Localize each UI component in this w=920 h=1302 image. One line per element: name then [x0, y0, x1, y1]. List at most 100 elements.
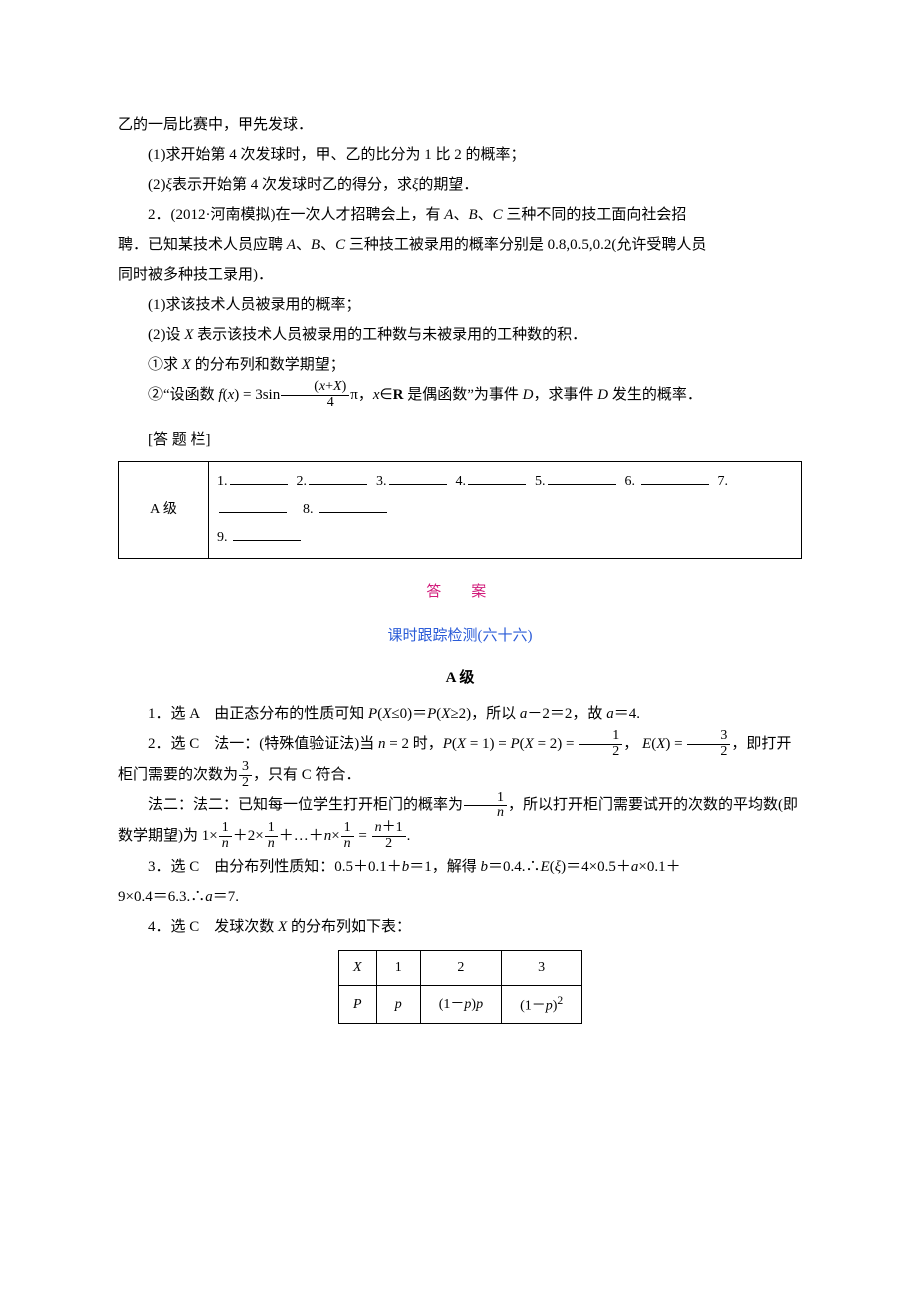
num: 2. [297, 474, 308, 489]
level-header: A 级 [118, 663, 802, 693]
num: 1 [341, 821, 354, 837]
D: D [523, 387, 534, 403]
answers-header: 答 案 [118, 577, 802, 607]
text: ＝1，解得 [409, 859, 480, 875]
num: 6. [625, 474, 636, 489]
text: 4．选 C 发球次数 [148, 919, 278, 935]
num: 1 [464, 791, 507, 807]
in: ∈ [380, 387, 393, 403]
text: ×0.1＋ [638, 859, 680, 875]
intro-q1: (1)求开始第 4 次发球时，甲、乙的比分为 1 比 2 的概率； [118, 140, 802, 170]
table-row: P p (1－p)p (1－p)2 [338, 985, 582, 1024]
cell: 1 [376, 950, 420, 985]
b: b [481, 859, 489, 875]
plus: + [325, 379, 333, 394]
text: 2．选 C 法一：(特殊值验证法)当 [148, 736, 378, 752]
blank[interactable] [641, 472, 709, 485]
answer-2-m1-l2: 柜门需要的次数为32，只有 C 符合． [118, 760, 802, 791]
num: 1 [219, 821, 232, 837]
answer-2-m2-l2: 数学期望)为 1×1n＋2×1n＋…＋n×1n = n＋12. [118, 821, 802, 852]
fraction: 32 [687, 729, 730, 759]
den: n [341, 837, 354, 852]
blank[interactable] [319, 500, 387, 513]
text: = 2) = [534, 736, 578, 752]
text: 柜门需要的次数为 [118, 767, 238, 783]
text: = 1) = [466, 736, 510, 752]
blank[interactable] [548, 472, 616, 485]
text: = 2 时， [386, 736, 443, 752]
text: ＋2× [233, 828, 264, 844]
text: )在一次人才招聘会上，有 [271, 207, 445, 223]
fraction: 12 [579, 729, 622, 759]
fraction: 1n [219, 821, 232, 851]
text: 的分布列和数学期望； [191, 357, 345, 373]
blank[interactable] [309, 472, 367, 485]
period: . [407, 828, 411, 844]
X: X [656, 736, 665, 752]
fraction: 1n [464, 791, 507, 821]
prob2-line2: 聘．已知某技术人员应聘 A、B、C 三种技工被录用的概率分别是 0.8,0.5,… [118, 230, 802, 260]
answer-2-m2-l1: 法二：法二：已知每一位学生打开柜门的概率为1n，所以打开柜门需要试开的次数的平均… [118, 790, 802, 821]
fraction: 1n [341, 821, 354, 851]
var: C [335, 237, 345, 253]
R: R [393, 387, 404, 403]
text: 三种不同的技工面向社会招 [503, 207, 687, 223]
text: ＝7. [213, 889, 239, 905]
answer-4: 4．选 C 发球次数 X 的分布列如下表： [118, 912, 802, 942]
text: (2) [148, 177, 166, 193]
blank[interactable] [219, 500, 287, 513]
var: B [468, 207, 477, 223]
text: (2)设 [148, 327, 184, 343]
text: －2＝2，故 [527, 706, 606, 722]
text: 9×0.4＝6.3.∴ [118, 889, 205, 905]
num: 1 [265, 821, 278, 837]
blank[interactable] [468, 472, 526, 485]
fraction: 1n [265, 821, 278, 851]
answer-box-label: [答 题 栏] [148, 425, 802, 455]
prob2-line3: 同时被多种技工录用)． [118, 260, 802, 290]
answer-3-l2: 9×0.4＝6.3.∴a＝7. [118, 882, 802, 912]
prob2-line1: 2．(2012·河南模拟)在一次人才招聘会上，有 A、B、C 三种不同的技工面向… [118, 200, 802, 230]
num: 3. [376, 474, 387, 489]
text: ，只有 C 符合． [253, 767, 361, 783]
text: 的期望． [418, 177, 478, 193]
E: E [642, 736, 651, 752]
answer-2-m1-l1: 2．选 C 法一：(特殊值验证法)当 n = 2 时，P(X = 1) = P(… [118, 729, 802, 760]
pi: π， [350, 387, 373, 403]
P: P [443, 736, 452, 752]
text: 表示该技术人员被录用的工种数与未被录用的工种数的积． [193, 327, 587, 343]
n: n [375, 820, 382, 835]
a: a [205, 889, 213, 905]
prob2-q1: (1)求该技术人员被录用的概率； [118, 290, 802, 320]
blank[interactable] [233, 528, 301, 541]
plus1: ＋1 [382, 820, 403, 835]
den: 2 [579, 745, 622, 760]
intro-q2: (2)ξ表示开始第 4 次发球时乙的得分，求ξ的期望． [118, 170, 802, 200]
text: ≤0)＝ [391, 706, 427, 722]
text: ＋…＋ [279, 828, 324, 844]
den: n [265, 837, 278, 852]
X: X [525, 736, 534, 752]
num: 9. [217, 530, 228, 545]
text: 数学期望)为 1× [118, 828, 218, 844]
label: 法二： [148, 796, 193, 813]
den: n [219, 837, 232, 852]
text: ，即打开 [731, 736, 791, 752]
cell: X [338, 950, 376, 985]
text: )＝4×0.5＋ [561, 859, 631, 875]
text: ≥2)，所以 [450, 706, 519, 722]
var: B [311, 237, 320, 253]
eq: = [355, 828, 371, 844]
cell: P [338, 985, 376, 1024]
text: 3．选 C 由分布列性质知：0.5＋0.1＋ [148, 859, 402, 875]
text: ①求 [148, 357, 182, 373]
cell: (1－p)2 [502, 985, 582, 1024]
comma: ， [623, 736, 638, 752]
blank[interactable] [230, 472, 288, 485]
answer-1: 1．选 A 由正态分布的性质可知 P(X≤0)＝P(X≥2)，所以 a－2＝2，… [118, 699, 802, 729]
text: 2．(2012· [148, 207, 211, 223]
source: 河南模拟 [211, 206, 271, 223]
num: 8. [303, 502, 314, 517]
num: 1. [217, 474, 228, 489]
blank[interactable] [389, 472, 447, 485]
